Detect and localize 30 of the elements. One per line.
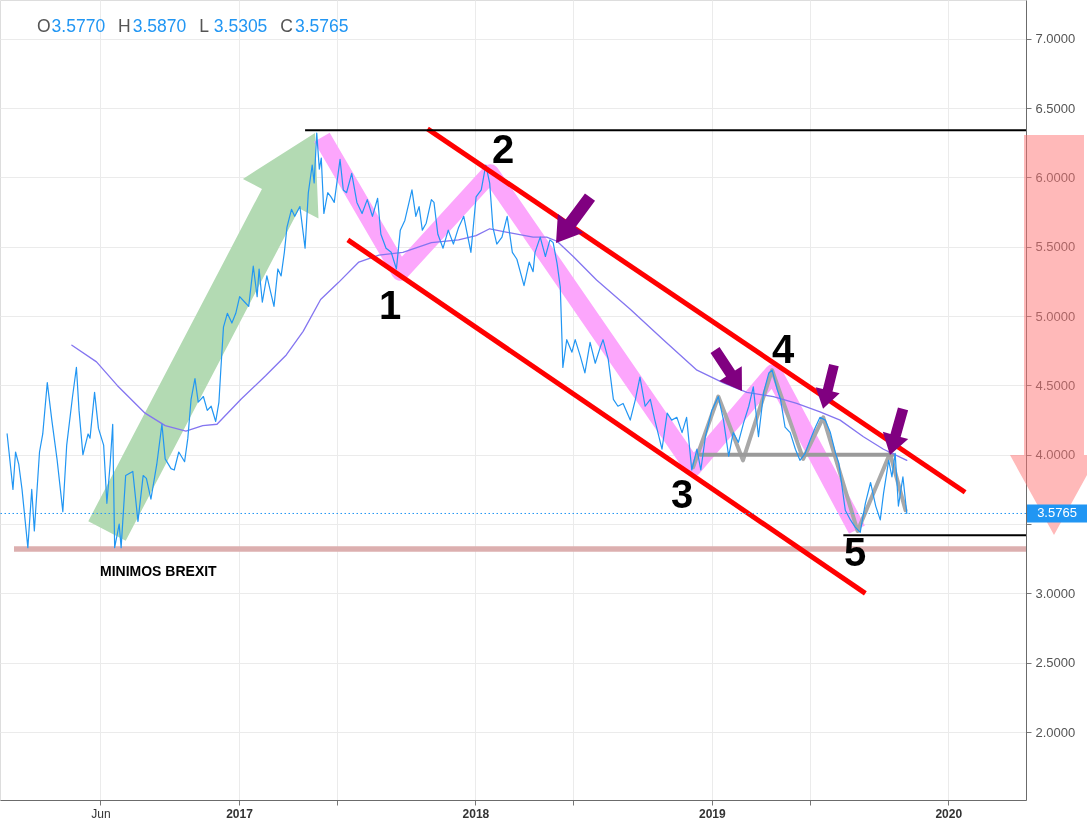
annotation: O (37, 16, 51, 36)
annotation: 3.5870 (132, 16, 187, 36)
y-tick-label: 6.5000 (1035, 100, 1076, 116)
annotation: 3.5765 (294, 16, 349, 36)
y-tick-label: 5.5000 (1035, 239, 1076, 255)
annotation: 2 (491, 127, 515, 171)
annotation: 3.5305 (213, 16, 268, 36)
y-tick-label: 4.5000 (1035, 377, 1076, 393)
annotation: L (199, 16, 210, 36)
y-tick-label: 4.0000 (1035, 447, 1076, 463)
annotation: 3 (670, 472, 694, 516)
annotation: H (118, 16, 131, 36)
y-tick-label: 2.5000 (1035, 655, 1076, 671)
y-tick-label: 6.0000 (1035, 169, 1076, 185)
x-tick-label: 2020 (935, 806, 963, 821)
band-label: MINIMOS BREXIT (100, 562, 218, 579)
x-tick-label: 2018 (462, 806, 490, 821)
annotation: 3.5770 (51, 16, 106, 36)
annotation: 5 (843, 530, 867, 574)
x-tick-label: Jun (91, 806, 111, 821)
x-tick-label: 2017 (226, 806, 254, 821)
x-tick-label: 2019 (699, 806, 727, 821)
annotation: 1 (378, 283, 402, 327)
annotation: C (280, 16, 293, 36)
y-tick-label: 5.0000 (1035, 308, 1076, 324)
y-tick-label: 2.0000 (1035, 724, 1076, 740)
y-tick-label: 7.0000 (1035, 31, 1076, 47)
ref-line-label: 3.5765 (1037, 505, 1077, 521)
y-tick-label: 3.0000 (1035, 585, 1076, 601)
annotation: 4 (771, 327, 795, 371)
